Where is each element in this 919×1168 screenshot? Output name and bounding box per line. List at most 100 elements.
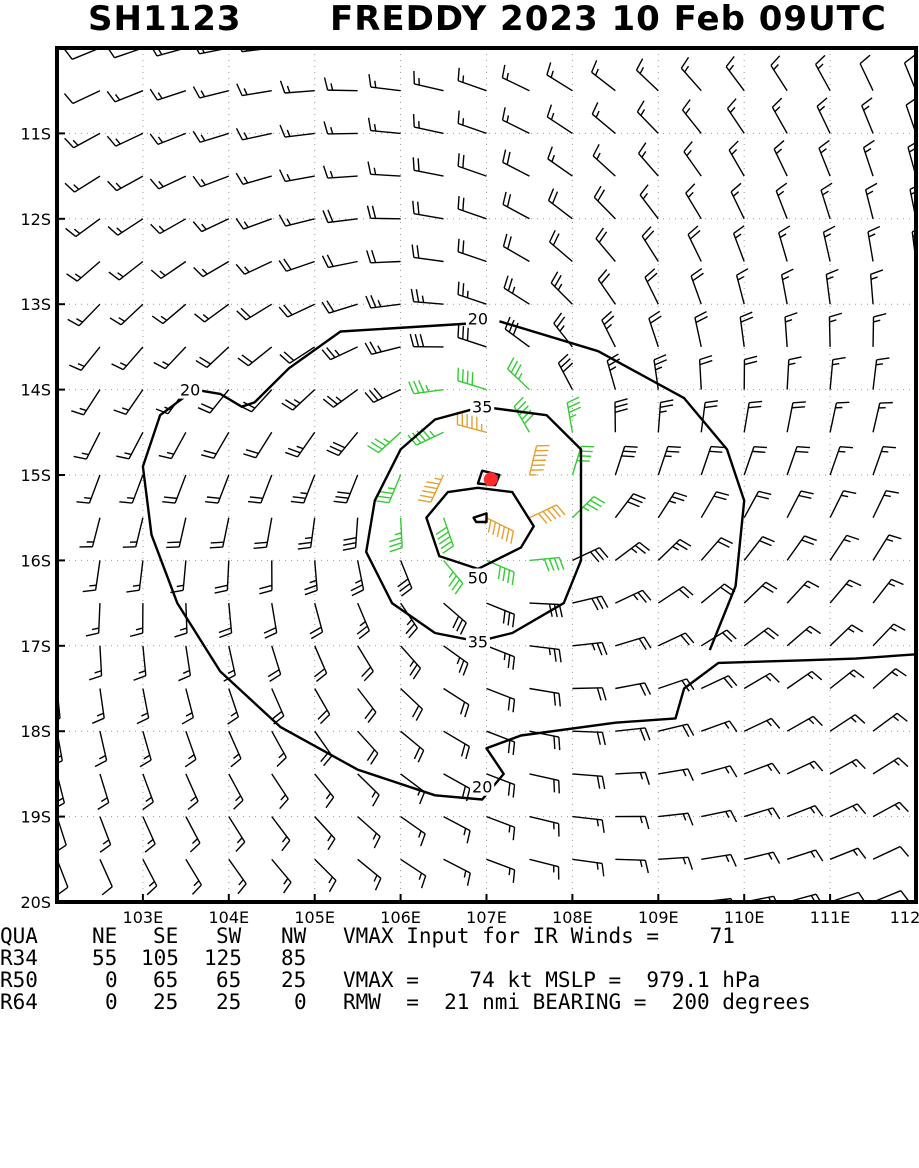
wind-barb — [744, 401, 762, 432]
wind-barb — [444, 731, 470, 759]
wind-barb — [409, 380, 444, 393]
contour-50kt — [426, 488, 533, 569]
wind-barb — [291, 475, 315, 503]
wind-barb — [529, 774, 559, 793]
wind-barb — [725, 14, 744, 48]
wind-barb — [194, 304, 228, 322]
wind-barb — [215, 560, 229, 593]
wind-barb — [772, 98, 787, 133]
wind-barb — [645, 269, 658, 304]
wind-barb — [458, 111, 486, 134]
contour-20kt — [143, 323, 916, 800]
x-tick-label: 112 — [890, 908, 919, 927]
wind-barb — [830, 402, 849, 432]
wind-barb — [368, 162, 401, 177]
wind-barb — [67, 262, 100, 282]
wind-barb — [688, 226, 701, 261]
wind-barb — [458, 196, 486, 219]
wind-barb — [814, 13, 830, 48]
wind-barb — [636, 17, 659, 48]
wind-barb — [615, 637, 651, 649]
wind-barb — [502, 22, 529, 48]
wind-barb — [123, 518, 143, 547]
wind-barb — [264, 603, 277, 638]
y-tick-label: 19S — [20, 808, 51, 827]
wind-barb — [770, 14, 787, 48]
wind-barb — [602, 311, 615, 346]
wind-barb — [686, 184, 701, 219]
wind-barb — [744, 356, 757, 389]
col-ne: NE — [92, 925, 117, 947]
contour-label: 20 — [468, 310, 488, 329]
x-tick-label: 111E — [810, 908, 851, 927]
wind-barb — [112, 347, 143, 370]
wind-barb — [140, 731, 151, 767]
wind-barb — [744, 808, 780, 819]
wind-barb — [487, 603, 515, 627]
wind-barb — [816, 55, 830, 90]
contour-label: 20 — [472, 778, 492, 797]
wind-barb — [22, 176, 57, 193]
wind-barb — [22, 91, 57, 105]
wind-barb — [280, 81, 314, 93]
wind-barb — [658, 633, 694, 646]
wind-barb — [701, 538, 732, 561]
wind-barb — [254, 518, 272, 549]
contour-50kt — [474, 513, 487, 522]
wind-barb — [592, 60, 616, 90]
wind-barb — [351, 560, 364, 595]
wind-barb — [322, 347, 358, 360]
wind-barb — [658, 587, 693, 604]
wind-barb — [787, 761, 823, 774]
wind-barb — [334, 475, 358, 503]
wind-barb — [282, 390, 315, 410]
wind-barb — [830, 759, 865, 774]
wind-barb — [504, 276, 529, 304]
wind-barb — [143, 774, 154, 810]
wind-barb — [744, 537, 774, 561]
wind-barb — [744, 763, 780, 774]
wind-barb — [68, 304, 100, 326]
wind-barb — [31, 432, 57, 459]
wind-barb — [658, 724, 693, 737]
wind-barb — [529, 603, 562, 617]
wind-barb — [367, 206, 400, 219]
cell-ne: 55 — [92, 947, 117, 969]
wind-barb — [830, 670, 864, 689]
quadrant-label: QUA — [0, 925, 38, 947]
cell-nw: 25 — [281, 969, 306, 991]
wind-barb — [819, 140, 830, 176]
wind-barb — [186, 774, 198, 810]
wind-barb — [108, 219, 143, 235]
wind-barb — [279, 304, 315, 317]
wind-barb — [592, 102, 615, 133]
wind-barb — [873, 669, 906, 689]
wind-barb — [824, 226, 836, 261]
wind-barb — [615, 542, 649, 560]
wind-barb — [550, 230, 573, 261]
wind-barb — [66, 219, 100, 237]
cell-se: 25 — [153, 991, 178, 1013]
wind-barb — [358, 731, 378, 764]
wind-barb — [701, 766, 737, 777]
wind-barb — [873, 624, 905, 646]
wind-barb — [109, 262, 143, 280]
vmax-mslp-note: VMAX = 74 kt MSLP = 979.1 hPa — [343, 969, 760, 991]
wind-barb — [684, 142, 701, 176]
wind-barb — [658, 813, 693, 825]
wind-barb — [873, 314, 886, 347]
wind-barb — [737, 269, 748, 304]
wind-barb — [150, 176, 186, 189]
wind-barb — [21, 48, 57, 61]
wind-barb — [558, 354, 572, 389]
wind-barb — [79, 518, 99, 547]
wind-barb — [74, 432, 100, 459]
wind-barb — [279, 259, 315, 271]
wind-barb — [691, 269, 703, 305]
wind-barb — [771, 56, 787, 91]
wind-barb — [817, 98, 830, 134]
wind-barb — [357, 603, 369, 639]
wind-barb — [728, 99, 745, 134]
y-tick-label: 16S — [20, 551, 51, 570]
